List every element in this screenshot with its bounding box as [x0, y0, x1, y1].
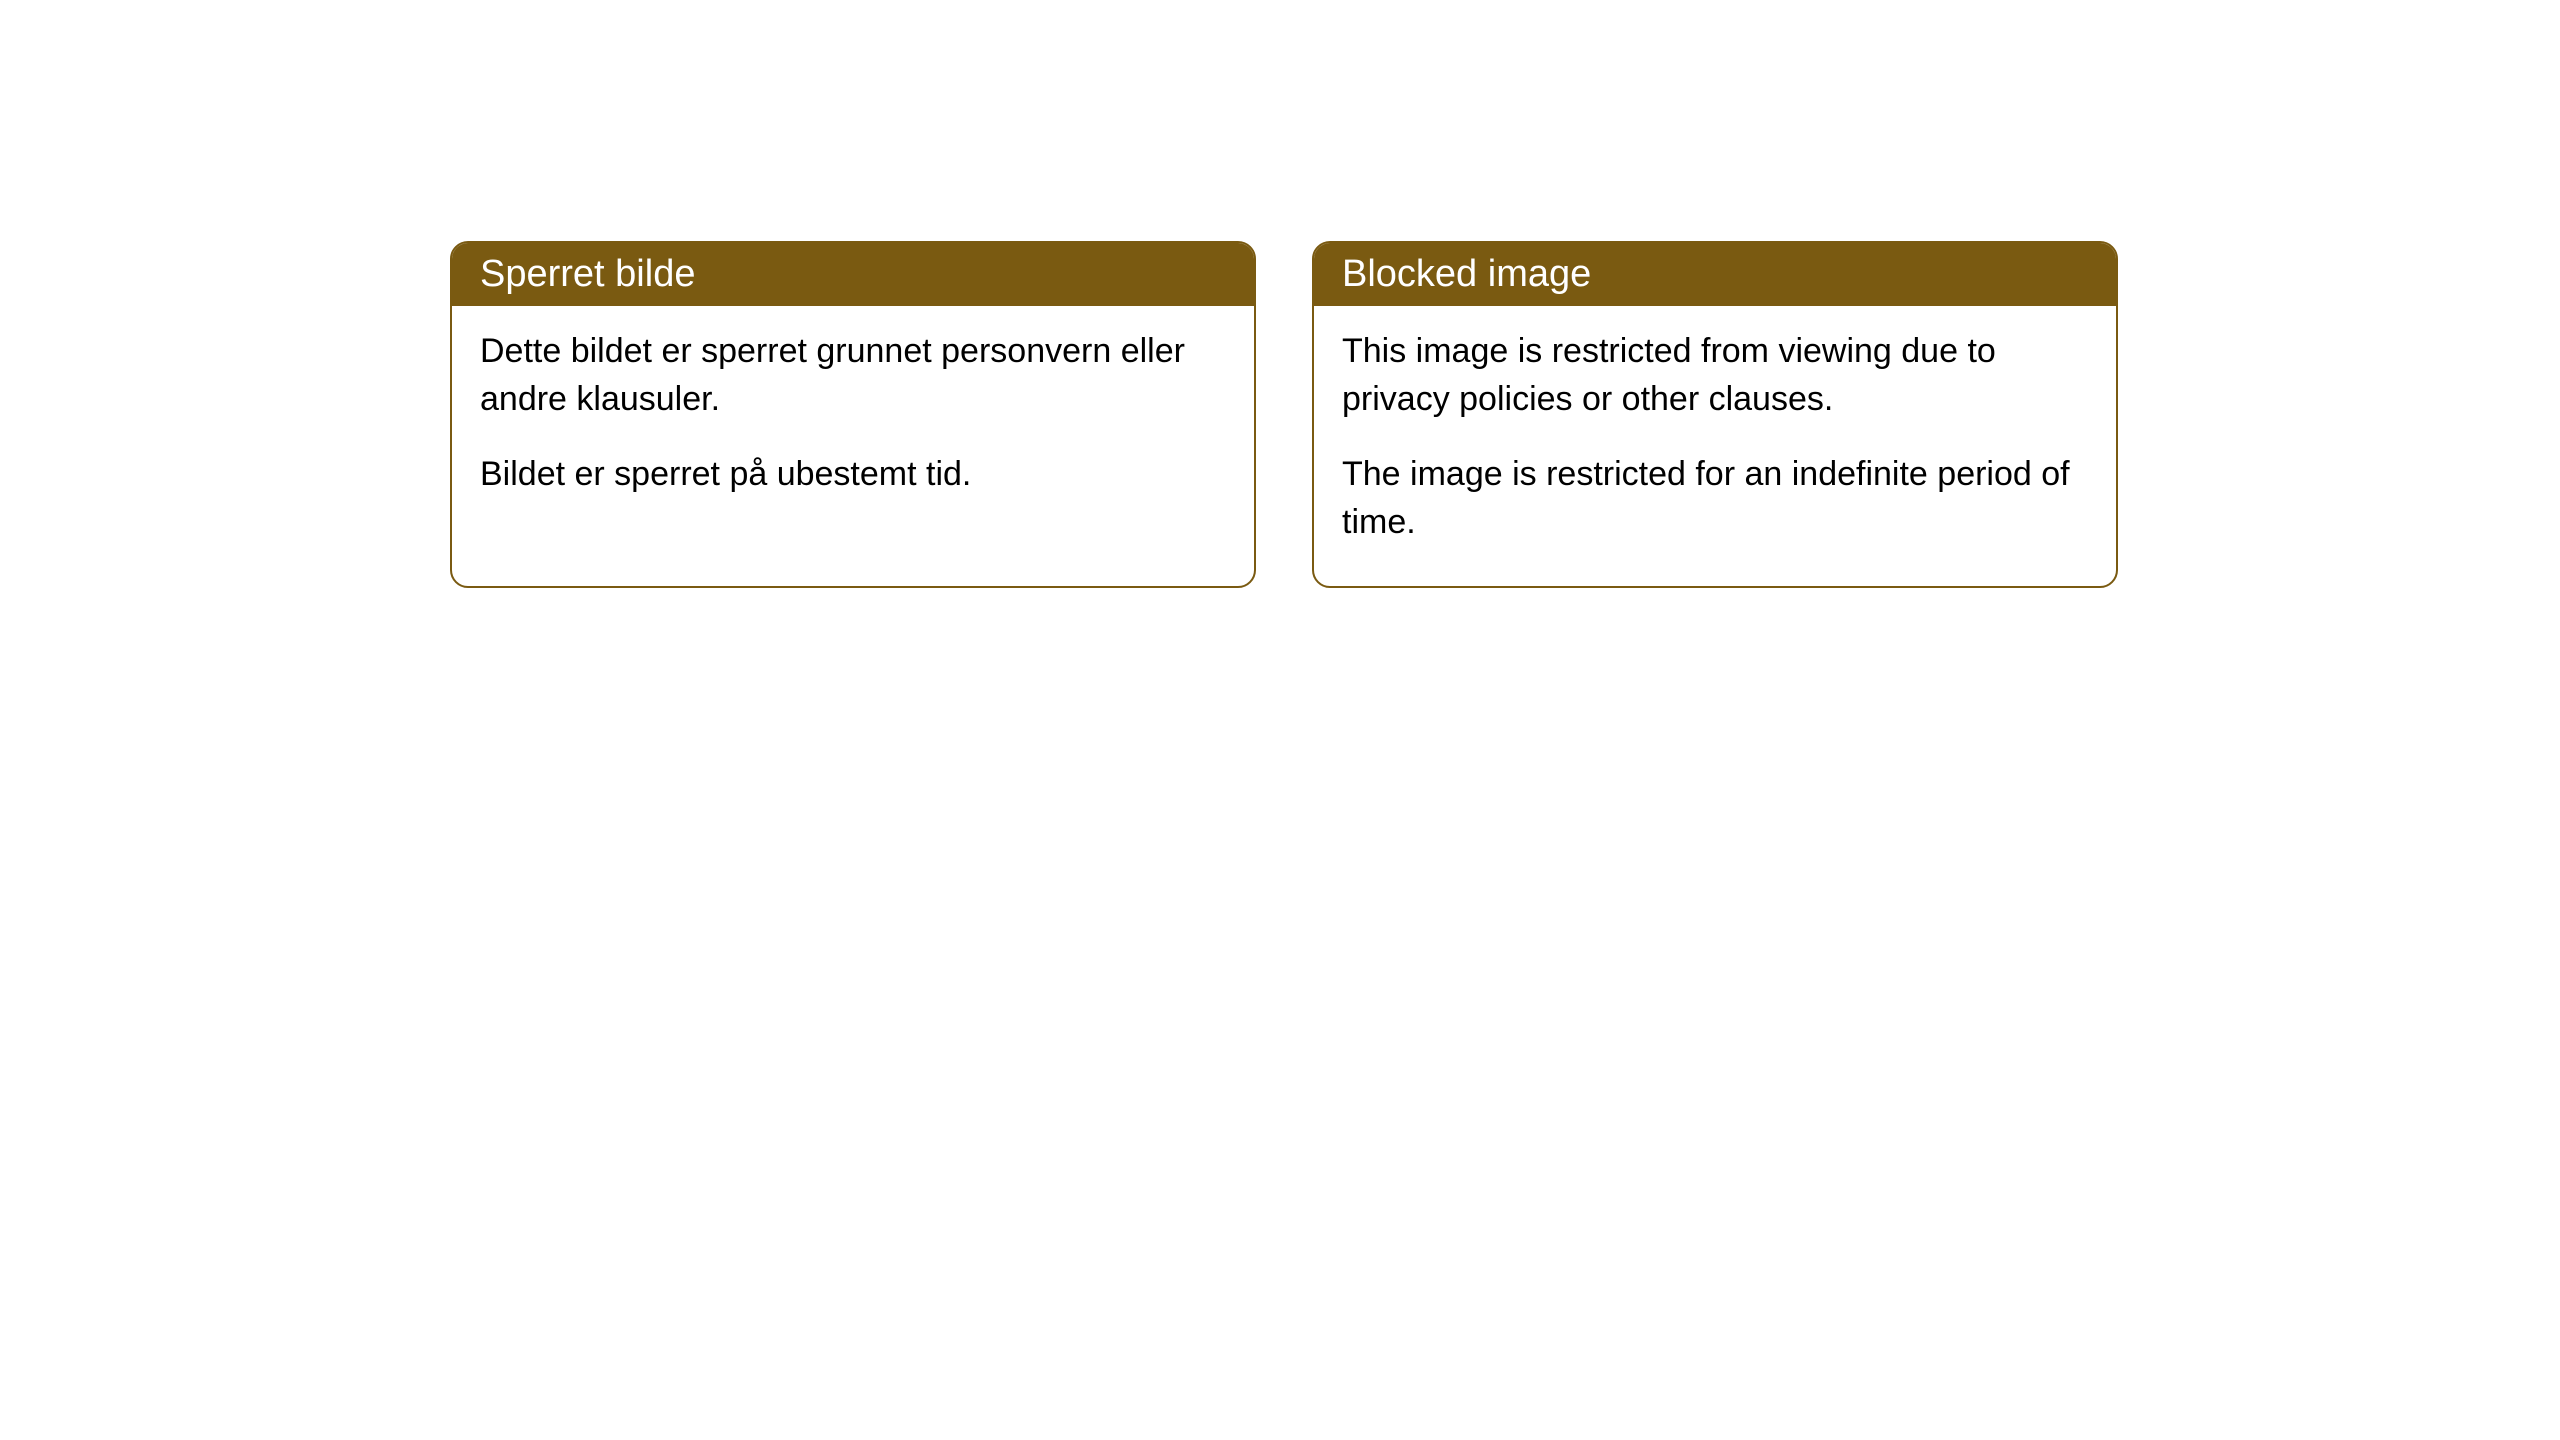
- card-text-en-1: This image is restricted from viewing du…: [1342, 328, 2088, 423]
- cards-container: Sperret bilde Dette bildet er sperret gr…: [450, 241, 2118, 588]
- blocked-image-card-no: Sperret bilde Dette bildet er sperret gr…: [450, 241, 1256, 588]
- card-body-en: This image is restricted from viewing du…: [1314, 306, 2116, 586]
- blocked-image-card-en: Blocked image This image is restricted f…: [1312, 241, 2118, 588]
- card-header-no: Sperret bilde: [452, 243, 1254, 306]
- card-body-no: Dette bildet er sperret grunnet personve…: [452, 306, 1254, 539]
- card-text-en-2: The image is restricted for an indefinit…: [1342, 451, 2088, 546]
- card-text-no-2: Bildet er sperret på ubestemt tid.: [480, 451, 1226, 499]
- card-text-no-1: Dette bildet er sperret grunnet personve…: [480, 328, 1226, 423]
- card-header-en: Blocked image: [1314, 243, 2116, 306]
